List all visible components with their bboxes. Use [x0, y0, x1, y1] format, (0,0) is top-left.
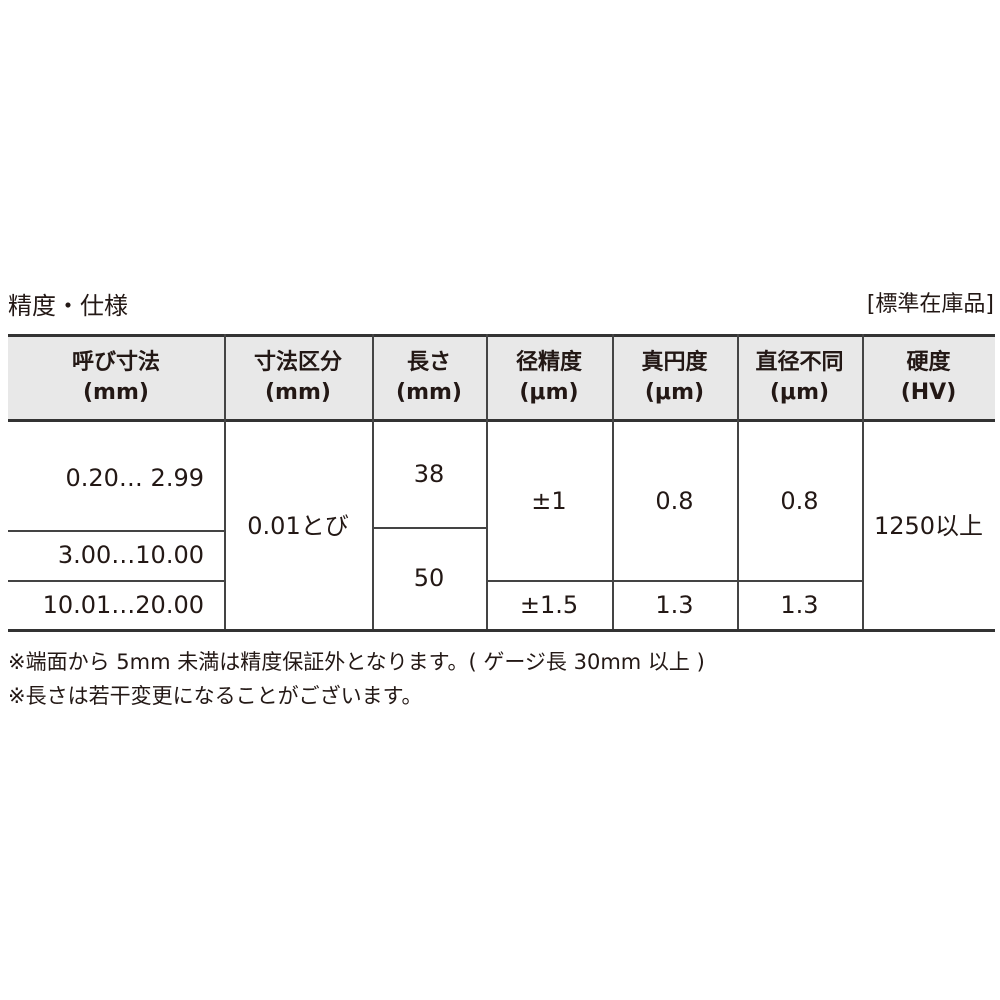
header-length: 長さ (mm) — [396, 350, 462, 405]
diameter-accuracy-cell: ±1 — [531, 486, 567, 515]
header-diameter-accuracy: 径精度 (μm) — [515, 350, 582, 405]
stock-label: [標準在庫品] — [866, 292, 994, 317]
table-header — [8, 334, 995, 422]
roundness-cell: 1.3 — [655, 590, 694, 619]
diameter-variation-cell: 1.3 — [780, 590, 819, 619]
length-cell: 38 — [413, 460, 445, 489]
section-title: 精度・仕様 — [8, 292, 128, 320]
header-roundness: 真円度 (μm) — [641, 350, 708, 405]
spec-table: 呼び寸法 (mm) 寸法区分 (mm) 長さ (mm) 径精度 (μm) 真円度 (μm)… — [8, 334, 995, 632]
note-2: ※長さは若干変更になることがございます。 — [8, 684, 423, 708]
length-cell: 50 — [413, 564, 445, 593]
roundness-cell: 0.8 — [655, 486, 694, 515]
note-1: ※端面から 5mm 未満は精度保証外となります。( ゲージ長 30mm 以上 ) — [8, 650, 705, 674]
increment-cell: 0.01とび — [247, 511, 349, 540]
nominal-cell: 0.20… 2.99 — [65, 464, 204, 492]
nominal-cell: 3.00…10.00 — [57, 540, 204, 569]
header-increment: 寸法区分 (mm) — [253, 350, 342, 405]
hardness-cell: 1250以上 — [873, 511, 984, 540]
header-nominal: 呼び寸法 (mm) — [71, 350, 160, 405]
diameter-variation-cell: 0.8 — [780, 486, 819, 515]
nominal-cell: 10.01…20.00 — [42, 590, 204, 619]
diameter-accuracy-cell: ±1.5 — [519, 590, 579, 619]
header-hardness: 硬度 (HV) — [900, 350, 957, 405]
header-diameter-variation: 直径不同 (μm) — [755, 350, 844, 405]
